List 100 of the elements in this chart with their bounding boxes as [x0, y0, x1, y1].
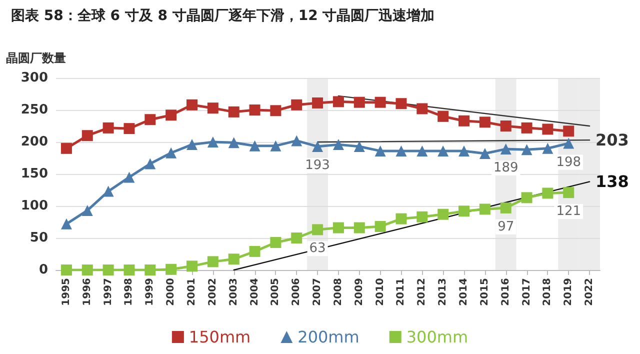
x-tick-label: 2014	[458, 278, 470, 306]
point	[166, 110, 177, 121]
point	[458, 206, 470, 217]
point	[312, 224, 324, 236]
point	[332, 139, 344, 150]
data-label: 198	[556, 154, 582, 170]
point	[207, 136, 218, 148]
point	[458, 115, 470, 126]
point	[374, 220, 386, 232]
point	[102, 264, 114, 276]
point	[60, 218, 72, 230]
point	[82, 130, 93, 142]
point	[542, 188, 554, 199]
x-tick-label: 2011	[396, 278, 407, 306]
point	[479, 148, 490, 160]
data-label: 121	[556, 204, 582, 220]
x-tick-label: 2000	[166, 278, 177, 306]
x-tick-label: 1995	[60, 278, 72, 306]
x-tick-label: 2001	[186, 278, 198, 306]
point	[228, 137, 240, 148]
point	[500, 202, 512, 214]
point	[438, 145, 449, 156]
point	[500, 120, 512, 132]
point	[563, 187, 574, 198]
point	[124, 264, 135, 276]
point	[124, 123, 135, 134]
data-label: 189	[493, 160, 518, 176]
point	[291, 232, 302, 244]
y-tick-label: 150	[20, 166, 48, 182]
point	[144, 114, 156, 126]
x-tick-label: 2010	[374, 278, 386, 306]
point	[270, 140, 282, 152]
point	[228, 254, 240, 265]
x-tick-label: 2008	[332, 278, 344, 306]
point	[354, 96, 365, 108]
x-tick-label: 2015	[479, 278, 490, 306]
point	[438, 110, 449, 122]
point	[374, 96, 386, 108]
x-tick-label: 1997	[102, 278, 114, 306]
point	[82, 264, 93, 276]
point	[186, 260, 198, 272]
point	[249, 140, 260, 152]
x-tick-label: 2017	[521, 278, 532, 306]
point	[500, 144, 512, 155]
x-tick-label: 2004	[249, 278, 260, 306]
x-tick-label: 2007	[312, 278, 324, 306]
point	[102, 122, 114, 134]
point	[144, 158, 156, 170]
point	[291, 135, 302, 146]
data-label: 203	[596, 130, 629, 150]
point	[374, 145, 386, 156]
point	[124, 172, 135, 183]
point	[207, 102, 218, 114]
x-tick-label: 1998	[124, 278, 135, 306]
x-tick-label: 2006	[291, 278, 302, 306]
point	[416, 211, 428, 222]
point	[521, 192, 532, 204]
point	[82, 204, 93, 216]
point	[332, 222, 344, 234]
point	[249, 246, 260, 257]
point	[396, 213, 407, 224]
point	[249, 104, 260, 116]
x-tick-label: 2005	[270, 278, 282, 306]
legend-label: 200mm	[298, 328, 360, 346]
x-tick-label: 2016	[500, 278, 512, 306]
point	[416, 145, 428, 156]
point	[60, 142, 72, 154]
point	[563, 126, 574, 137]
point	[521, 144, 532, 156]
point	[332, 96, 344, 108]
point	[396, 145, 407, 156]
x-tick-label: 2022	[584, 278, 596, 306]
point	[60, 264, 72, 276]
point	[438, 208, 449, 220]
point	[291, 99, 302, 110]
legend-label: 150mm	[188, 328, 251, 346]
point	[166, 264, 177, 275]
point	[542, 142, 554, 154]
point	[270, 236, 282, 248]
point	[458, 145, 470, 156]
point	[479, 116, 490, 128]
x-tick-label: 2019	[563, 278, 574, 306]
data-label: 193	[305, 158, 330, 173]
x-tick-label: 1996	[82, 278, 93, 306]
point	[312, 140, 324, 152]
point	[166, 147, 177, 158]
point	[479, 204, 490, 215]
y-tick-label: 0	[38, 262, 48, 278]
x-tick-label: 2009	[354, 278, 365, 306]
data-label: 138	[596, 172, 629, 192]
y-tick-label: 50	[30, 230, 48, 246]
point	[354, 140, 365, 152]
y-tick-label: 300	[20, 70, 48, 86]
point	[542, 124, 554, 135]
x-tick-label: 1999	[144, 278, 156, 306]
point	[416, 103, 428, 114]
data-label: 63	[309, 241, 326, 256]
point	[228, 106, 240, 118]
point	[312, 97, 324, 108]
point	[396, 98, 407, 110]
